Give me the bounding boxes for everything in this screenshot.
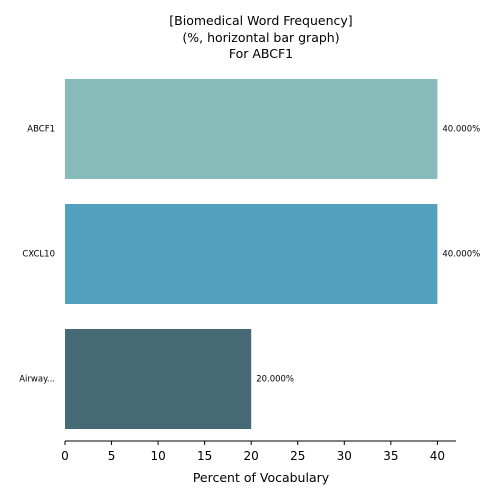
chart-title-line-3: For ABCF1 (229, 46, 293, 61)
data-label: 20.000% (256, 375, 294, 385)
data-labels: 40.000% 40.000% 20.000% (256, 125, 480, 385)
y-tick-label: CXCL10 (22, 250, 55, 260)
chart-title: [Biomedical Word Frequency] (%, horizont… (169, 13, 352, 61)
bar-2 (65, 329, 252, 429)
x-tick-label: 0 (61, 449, 69, 463)
x-axis-ticks: 0 5 10 15 20 25 30 35 40 (61, 441, 445, 463)
x-tick-label: 40 (430, 449, 445, 463)
x-tick-label: 5 (108, 449, 116, 463)
x-tick-label: 20 (244, 449, 259, 463)
x-tick-label: 35 (383, 449, 398, 463)
x-tick-label: 15 (197, 449, 212, 463)
x-tick-label: 25 (290, 449, 305, 463)
chart-title-line-2: (%, horizontal bar graph) (182, 30, 339, 45)
x-tick-label: 10 (150, 449, 165, 463)
bars-group (65, 79, 438, 429)
chart-title-line-1: [Biomedical Word Frequency] (169, 13, 352, 28)
y-tick-label: Airway... (19, 375, 55, 385)
bar-0 (65, 79, 438, 179)
y-tick-label: ABCF1 (27, 125, 55, 135)
data-label: 40.000% (442, 250, 480, 260)
y-tick-labels: ABCF1 CXCL10 Airway... (19, 125, 55, 385)
x-axis-label: Percent of Vocabulary (193, 470, 330, 485)
data-label: 40.000% (442, 125, 480, 135)
bar-1 (65, 204, 438, 304)
x-tick-label: 30 (337, 449, 352, 463)
